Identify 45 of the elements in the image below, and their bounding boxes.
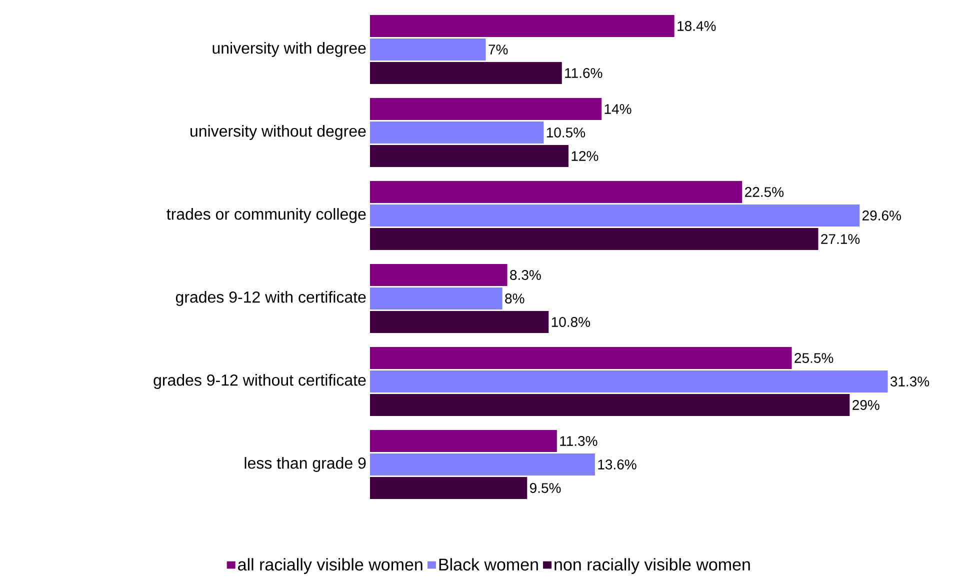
bar: [370, 38, 486, 61]
bar: [370, 430, 557, 452]
data-label: 25.5%: [794, 353, 834, 363]
data-label: 10.5%: [546, 128, 586, 138]
data-label: 7%: [488, 44, 508, 54]
y-tick-label: trades or community college: [166, 208, 366, 223]
data-label: 27.1%: [821, 234, 860, 244]
data-label: 29%: [852, 400, 880, 410]
data-label: 11.3%: [560, 436, 598, 446]
bar: [370, 228, 818, 250]
bar: [370, 62, 562, 84]
y-tick-label: grades 9-12 with certificate: [176, 291, 366, 306]
bar: [370, 204, 860, 227]
data-label: 11.6%: [565, 68, 602, 78]
bar: [370, 181, 742, 203]
legend-label: all racially visible women: [238, 558, 422, 574]
bar: [370, 264, 508, 286]
data-label: 13.6%: [598, 460, 636, 470]
legend-label: non racially visible women: [554, 558, 750, 574]
legend-label: Black women: [439, 558, 538, 571]
data-label: 22.5%: [745, 187, 784, 197]
bar: [370, 454, 595, 476]
y-tick-label: university without degree: [190, 125, 366, 140]
data-label: 18.4%: [678, 21, 716, 31]
bar: [370, 98, 602, 120]
data-label: 9.5%: [530, 483, 561, 493]
bar: [370, 370, 888, 392]
bar: [370, 122, 544, 144]
bar: [370, 145, 568, 168]
data-label: 29.6%: [862, 210, 901, 220]
data-label: 8.3%: [510, 270, 541, 280]
y-tick-label: grades 9-12 without certificate: [154, 374, 366, 389]
data-label: 14%: [604, 104, 632, 114]
bar: [370, 15, 674, 38]
y-tick-label: university with degree: [212, 42, 366, 57]
data-label: 8%: [505, 294, 524, 304]
bar: [370, 347, 792, 369]
data-label: 10.8%: [552, 317, 590, 327]
bar: [370, 477, 528, 499]
data-label: 31.3%: [890, 376, 930, 386]
bar: [370, 311, 549, 334]
data-label: 12%: [572, 151, 598, 161]
y-tick-label: less than grade 9: [244, 457, 366, 472]
bar: [370, 394, 850, 416]
bar: [370, 288, 502, 310]
